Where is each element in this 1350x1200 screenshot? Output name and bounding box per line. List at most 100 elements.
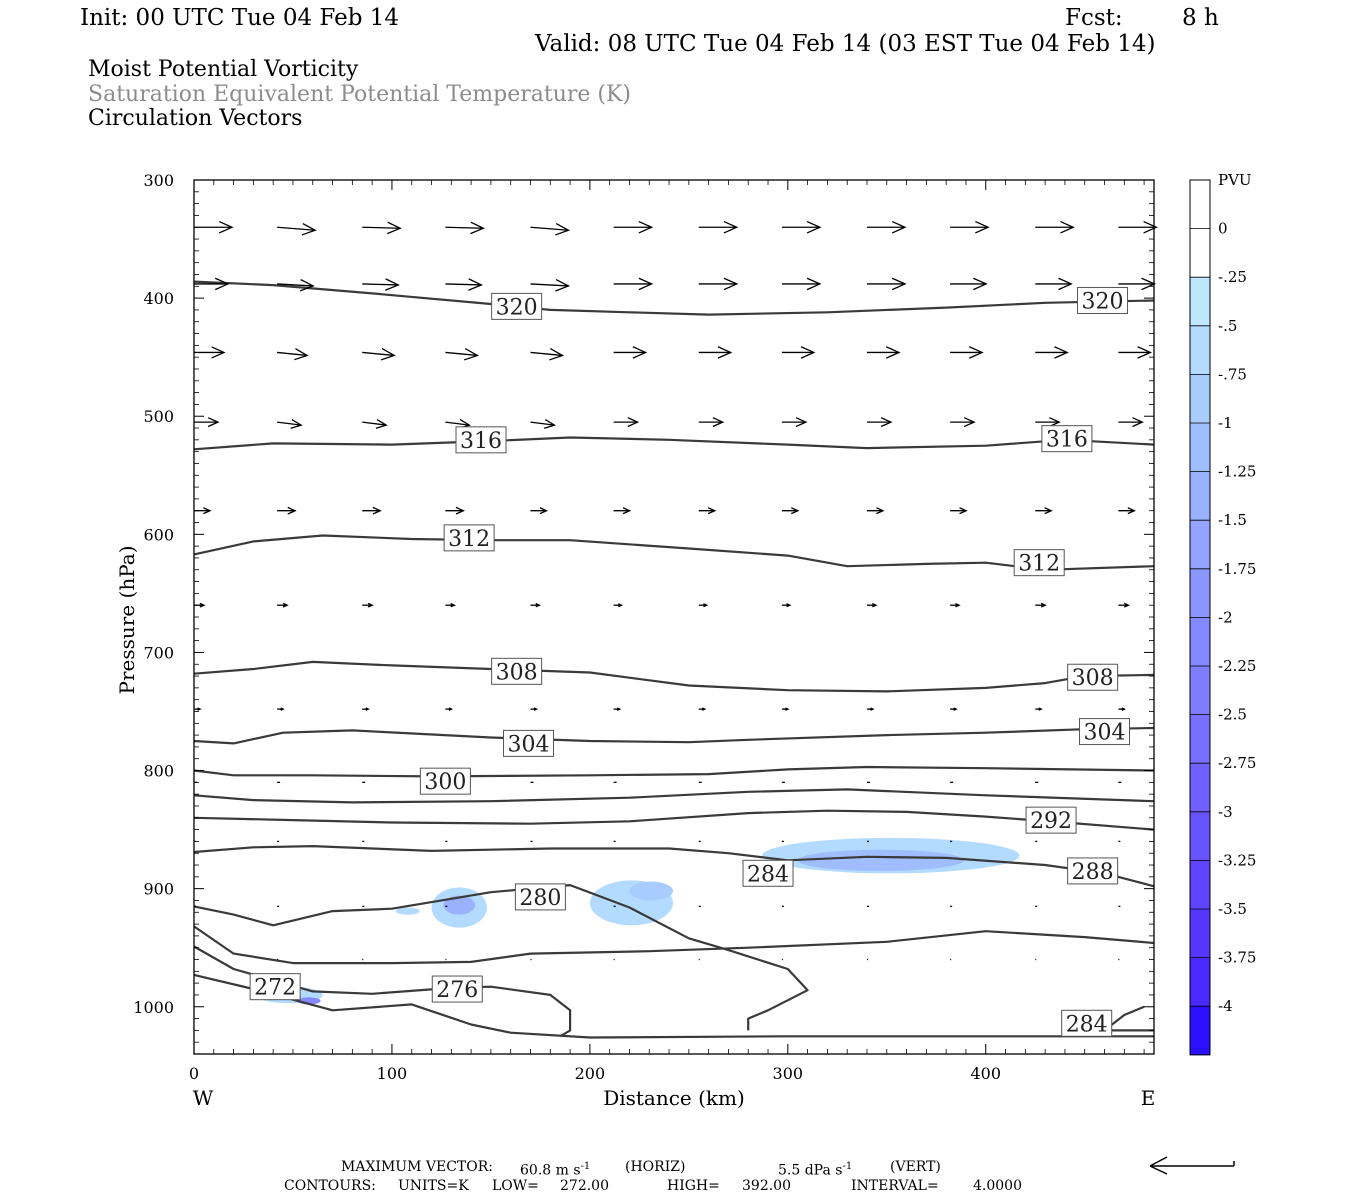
- vector-arrow: [1118, 602, 1130, 608]
- vector-shaft: [277, 226, 316, 231]
- x-tick-label: 300: [773, 1064, 804, 1083]
- vector-head: [470, 221, 485, 235]
- vector-arrow: [362, 602, 374, 608]
- vector-arrow: [194, 220, 234, 234]
- footer-high-label: HIGH=: [667, 1178, 720, 1194]
- contour-label-316: 316: [1046, 428, 1088, 453]
- colorbar-label: -2.5: [1218, 706, 1247, 724]
- contour-label-300: 300: [424, 770, 466, 795]
- vector-head: [638, 277, 654, 291]
- vector-arrow: [781, 346, 816, 359]
- contour-label-box-280: [514, 883, 566, 911]
- vector-head: [800, 346, 816, 359]
- colorbar-label: -3.75: [1218, 949, 1256, 967]
- vector-head: [723, 277, 739, 291]
- valid-time: Valid: 08 UTC Tue 04 Feb 14 (03 EST Tue …: [535, 31, 1156, 57]
- reference-vector-icon: [1149, 1156, 1235, 1175]
- contour-label-312: 312: [1018, 552, 1060, 577]
- colorbar-segment: [1190, 617, 1210, 667]
- contour-288-8: [193, 844, 1155, 888]
- forecast-label: Fcst:: [1065, 5, 1123, 31]
- colorbar-label: -3.5: [1218, 900, 1247, 918]
- vector-head: [885, 346, 901, 359]
- vector-head: [627, 417, 640, 428]
- vector-shaft: [445, 351, 478, 357]
- vector-head: [218, 220, 234, 234]
- pv-region-6: [395, 907, 420, 915]
- footer-max-vector-label: MAXIMUM VECTOR:: [341, 1159, 493, 1175]
- contour-label-320: 320: [1082, 289, 1124, 314]
- colorbar-segment: [1190, 520, 1210, 570]
- vector-arrow: [1035, 277, 1073, 291]
- y-tick-label: 700: [143, 643, 174, 662]
- vector-arrow: [613, 417, 640, 428]
- vector-shaft: [362, 351, 395, 357]
- vector-head: [367, 602, 374, 608]
- x-tick-label: 400: [970, 1064, 1001, 1083]
- vector-arrow: [362, 221, 402, 235]
- vector-arrow: [445, 506, 465, 515]
- vector-arrow: [1118, 507, 1136, 515]
- contour-label-box-316: [455, 426, 507, 454]
- vector-head: [791, 507, 800, 515]
- vector-arrow: [530, 222, 571, 236]
- vector-head: [549, 347, 565, 361]
- vector-arrow: [194, 707, 202, 711]
- vector-arrow: [866, 346, 901, 359]
- colorbar-label: -4: [1218, 997, 1233, 1015]
- vector-head: [280, 707, 285, 711]
- footer-max-vector-horiz: 60.8 m s-1: [520, 1161, 591, 1179]
- contour-label-box-304: [503, 729, 555, 757]
- vector-arrow: [698, 277, 739, 291]
- vector-head: [199, 602, 206, 608]
- colorbar-segment: [1190, 180, 1210, 230]
- vector-head: [891, 277, 907, 291]
- x-tick-label: 200: [575, 1064, 606, 1083]
- contour-label-box-272: [249, 973, 301, 1001]
- vector-head: [197, 707, 202, 711]
- colorbar-segment: [1190, 957, 1210, 1007]
- vector-head: [555, 278, 571, 292]
- contour-label-280: 280: [519, 886, 561, 911]
- vector-head: [712, 417, 725, 428]
- contour-296-6: [193, 788, 1155, 804]
- vector-arrow: [277, 602, 289, 608]
- vector-head: [953, 707, 958, 711]
- vector-head: [723, 220, 739, 234]
- vector-head: [702, 707, 707, 711]
- vector-arrow: [781, 507, 800, 515]
- vector-head: [880, 417, 893, 428]
- vector-head: [450, 602, 456, 608]
- vector-arrow: [362, 418, 388, 429]
- y-tick-label: 400: [143, 289, 174, 308]
- footer-vert-unit: (VERT): [890, 1159, 941, 1175]
- vector-arrow: [866, 507, 885, 515]
- vector-head: [1040, 602, 1047, 608]
- vector-arrow: [866, 277, 907, 291]
- vector-shaft: [445, 226, 484, 229]
- contour-320-0: [193, 280, 1155, 316]
- vector-arrow: [950, 507, 968, 515]
- x-tick-label: 0: [189, 1064, 199, 1083]
- vector-head: [707, 507, 717, 515]
- contour-label-316: 316: [460, 429, 502, 454]
- contour-284-9: [193, 883, 809, 1031]
- y-tick-label: 1000: [133, 998, 174, 1017]
- colorbar-segment: [1190, 763, 1210, 813]
- vector-head: [876, 507, 885, 515]
- colorbar-label: -.5: [1218, 317, 1237, 335]
- vector-head: [543, 418, 557, 429]
- vector-head: [385, 278, 400, 291]
- vector-arrow: [277, 222, 317, 236]
- colorbar-segment: [1190, 277, 1210, 327]
- contour-label-box-304: [1079, 718, 1131, 746]
- x-end-label-east: E: [1141, 1086, 1156, 1110]
- contour-label-304: 304: [508, 732, 550, 757]
- vector-head: [618, 603, 624, 608]
- title-saturation-theta-e: Saturation Equivalent Potential Temperat…: [88, 82, 631, 107]
- contour-label-box-284: [742, 859, 794, 887]
- colorbar-segment: [1190, 471, 1210, 521]
- vector-arrow: [698, 417, 725, 428]
- colorbar-segment: [1190, 325, 1210, 375]
- vector-shaft: [277, 283, 314, 287]
